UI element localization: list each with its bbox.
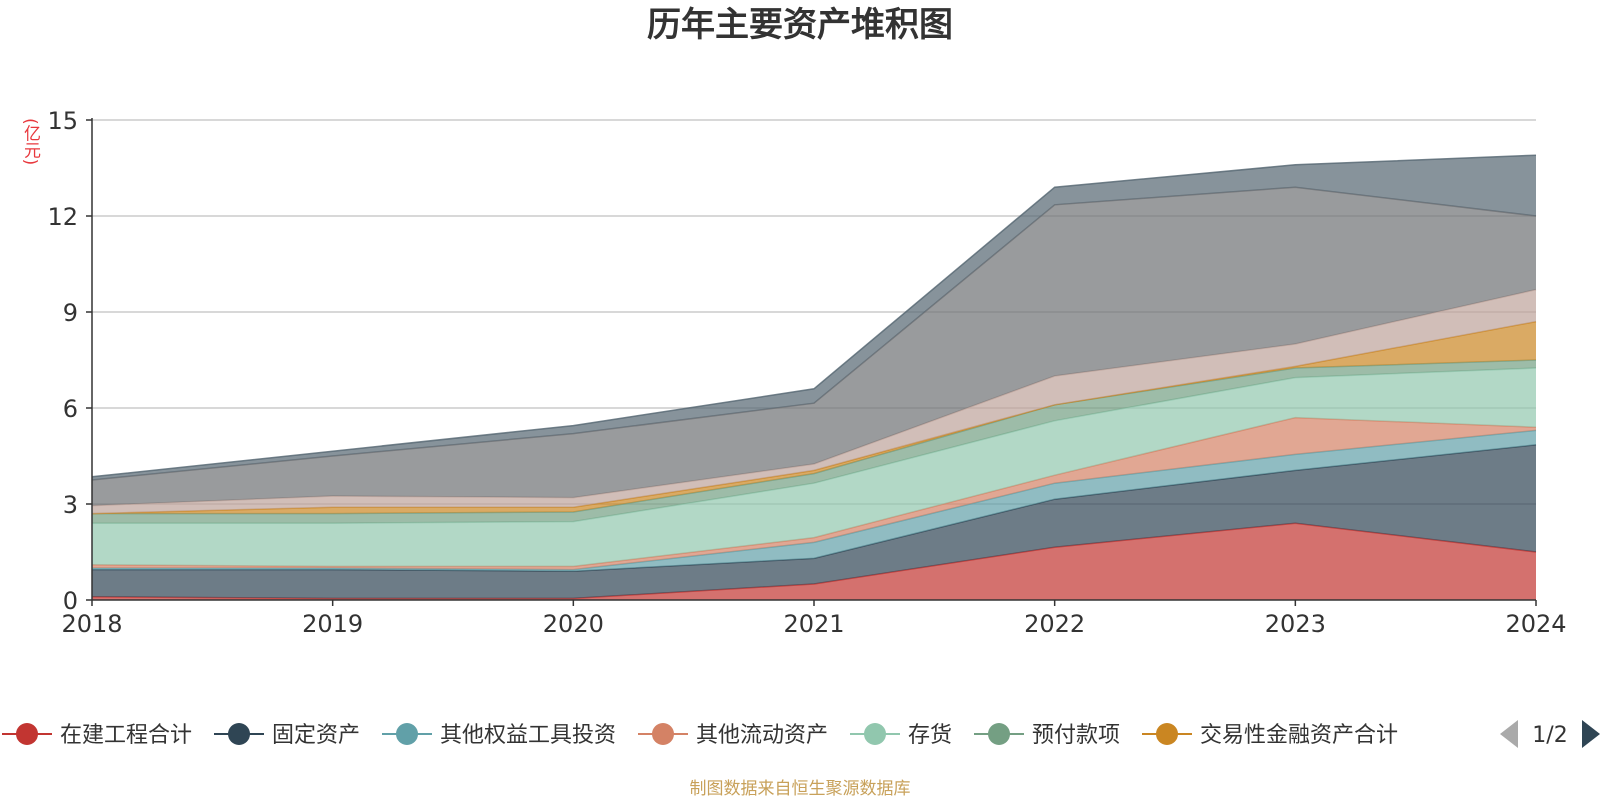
y-tick-label: 15 [47, 107, 78, 135]
y-tick-label: 6 [63, 395, 78, 423]
x-tick-label: 2023 [1265, 610, 1326, 638]
source-note: 制图数据来自恒生聚源数据库 [689, 779, 911, 799]
legend-item[interactable]: 其他流动资产 [638, 723, 828, 748]
legend-marker-icon [652, 723, 674, 745]
area-series-edge-9 [91, 154, 1537, 478]
legend-marker-icon [228, 723, 250, 745]
y-tick-label: 0 [63, 587, 78, 615]
legend-label: 其他流动资产 [696, 723, 828, 748]
legend-label: 存货 [908, 723, 952, 748]
x-tick-label: 2020 [543, 610, 604, 638]
legend-marker-icon [396, 723, 418, 745]
legend-item[interactable]: 预付款项 [974, 723, 1120, 748]
area-series-4 [92, 368, 1536, 567]
area-series-3 [92, 417, 1536, 570]
legend-marker-icon [864, 723, 886, 745]
legend-item[interactable]: 存货 [850, 723, 952, 748]
legend-item[interactable]: 交易性金融资产合计 [1142, 723, 1398, 748]
legend-item[interactable]: 固定资产 [214, 723, 360, 748]
legend-marker-icon [1156, 723, 1178, 745]
legend-label: 在建工程合计 [60, 723, 192, 748]
legend-next-page-icon[interactable] [1582, 720, 1600, 748]
area-series-8 [92, 187, 1536, 506]
legend-label: 预付款项 [1032, 723, 1120, 748]
legend-prev-page-icon[interactable] [1500, 720, 1518, 748]
y-tick-label: 12 [47, 203, 78, 231]
legend-label: 交易性金融资产合计 [1200, 723, 1398, 748]
area-series-9 [92, 155, 1536, 480]
legend-item[interactable]: 在建工程合计 [2, 723, 192, 748]
legend-marker-icon [16, 723, 38, 745]
legend-label: 其他权益工具投资 [440, 723, 616, 748]
y-axis-unit-label: (亿元) [20, 118, 40, 166]
legend-page-indicator: 1/2 [1532, 723, 1567, 748]
area-series-0 [92, 523, 1536, 600]
chart-title: 历年主要资产堆积图 [647, 5, 953, 45]
legend-marker-icon [988, 723, 1010, 745]
x-tick-label: 2022 [1024, 610, 1085, 638]
x-tick-label: 2018 [61, 610, 122, 638]
area-series-7 [92, 289, 1536, 514]
y-tick-label: 9 [63, 299, 78, 327]
y-tick-label: 3 [63, 491, 78, 519]
legend: 在建工程合计 固定资产 其他权益工具投资 其他流动资产 存货 预付款项 交易性金融资产合计 [2, 723, 1398, 748]
x-tick-label: 2024 [1505, 610, 1566, 638]
legend-item[interactable]: 其他权益工具投资 [382, 723, 616, 748]
x-tick-label: 2021 [783, 610, 844, 638]
legend-label: 固定资产 [272, 723, 360, 748]
x-tick-label: 2019 [302, 610, 363, 638]
